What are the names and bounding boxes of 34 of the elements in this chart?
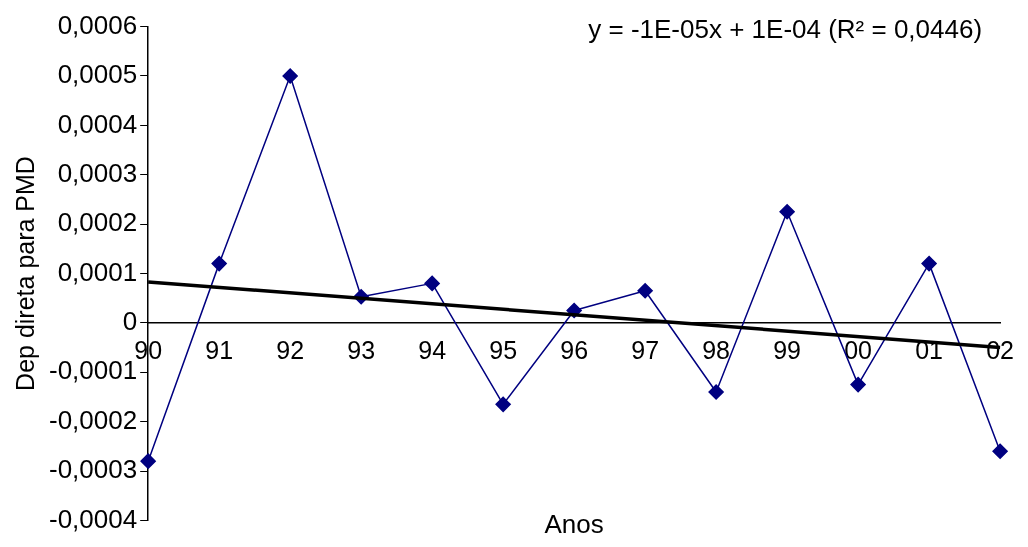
y-tick-label: 0 (122, 306, 138, 337)
point (921, 255, 937, 272)
point (850, 376, 866, 393)
x-tick-label: 98 (702, 335, 731, 364)
point (779, 204, 795, 220)
x-tick-label: 95 (489, 335, 518, 364)
point (424, 275, 440, 292)
point (282, 68, 298, 84)
x-tick-label: 92 (276, 335, 305, 364)
x-tick-label: 96 (560, 335, 589, 364)
y-tick-label: 0,0006 (57, 9, 138, 40)
x-axis-title: Anos (544, 509, 604, 540)
annotation: y = -1E-05x + 1E-04 (R² = 0,0446) (588, 14, 983, 45)
y-tick-label: -0,0003 (48, 454, 138, 485)
x-tick-label: 93 (347, 335, 376, 364)
y-tick-label: 0,0003 (57, 157, 138, 188)
y-tick-label: 0,0004 (57, 108, 138, 139)
y-tick-label: 0,0005 (57, 59, 138, 90)
point (708, 384, 724, 400)
y-tick-label: 0,0002 (57, 207, 138, 238)
point (992, 443, 1008, 460)
x-tick-label: 91 (205, 335, 234, 364)
y-tick-label: -0,0004 (48, 503, 138, 534)
point (140, 453, 156, 469)
point (211, 255, 227, 272)
point (495, 396, 511, 413)
point (637, 283, 653, 299)
y-axis-title: Dep direta para PMD (10, 156, 39, 391)
x-tick-label: 97 (631, 335, 660, 364)
y-tick-label: 0,0001 (57, 256, 138, 287)
x-tick-label: 94 (418, 335, 447, 364)
x-tick-label: 99 (773, 335, 802, 364)
y-tick-label: -0,0002 (48, 404, 138, 435)
x-tick-label: 00 (844, 335, 873, 364)
